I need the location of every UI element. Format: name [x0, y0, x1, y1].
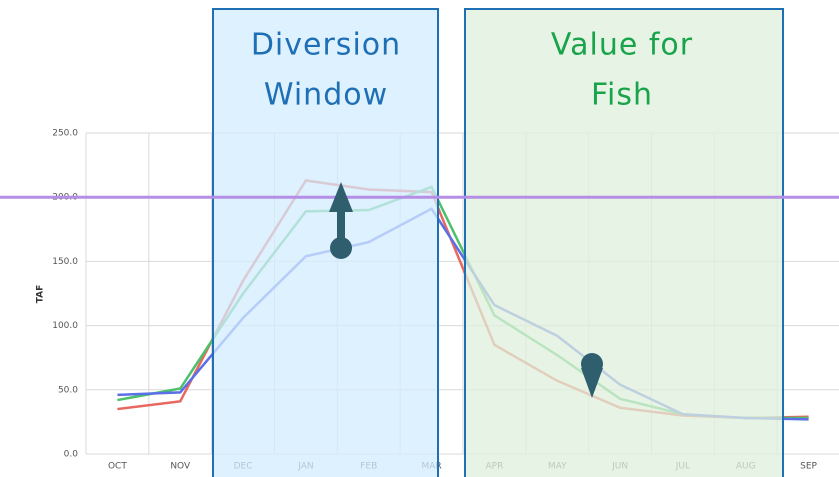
y-axis-label: TAF	[36, 285, 46, 304]
y-tick-label: 250.0	[52, 129, 78, 139]
diversion-window-box	[212, 8, 439, 477]
y-tick-label: 0.0	[64, 450, 79, 460]
x-tick-label: SEP	[800, 462, 817, 472]
annotation-line: Window	[264, 78, 388, 113]
annotation-line: Fish	[591, 78, 653, 113]
y-tick-label: 150.0	[52, 257, 78, 267]
up-arrow	[329, 182, 353, 259]
annotation-line: Value for	[551, 28, 693, 63]
x-tick-label: NOV	[170, 462, 191, 472]
y-tick-label: 50.0	[58, 385, 78, 395]
x-tick-label: OCT	[108, 462, 127, 472]
down-arrow	[581, 353, 603, 398]
fish-window-box	[464, 8, 784, 477]
annotation-line: Diversion	[251, 28, 401, 63]
y-tick-label: 100.0	[52, 321, 78, 331]
